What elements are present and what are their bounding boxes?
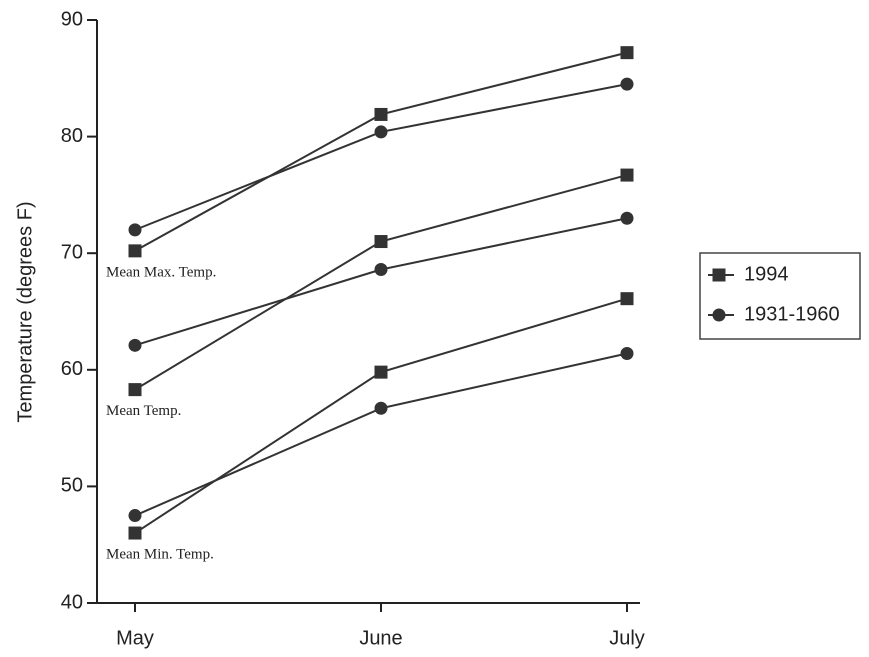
circle-marker [620, 211, 634, 225]
circle-marker [128, 509, 142, 523]
y-tick-label: 40 [61, 591, 83, 613]
series-line [134, 83, 628, 231]
circle-marker [374, 263, 388, 277]
square-marker [620, 292, 634, 306]
square-marker [128, 244, 142, 258]
square-marker [620, 46, 634, 60]
x-tick-label: June [359, 627, 402, 649]
annotation: Mean Temp. [106, 403, 181, 419]
circle-marker [620, 346, 634, 360]
series-line [134, 51, 628, 252]
annotation: Mean Min. Temp. [106, 546, 214, 562]
legend-label: 1994 [744, 263, 789, 285]
y-tick-label: 60 [61, 358, 83, 380]
series-line [134, 174, 628, 391]
circle-marker [128, 338, 142, 352]
x-tick-label: July [609, 627, 645, 649]
square-marker [712, 268, 726, 282]
y-axis-label: Temperature (degrees F) [14, 201, 36, 422]
y-tick-label: 50 [61, 475, 83, 497]
square-marker [128, 526, 142, 540]
circle-marker [712, 308, 726, 322]
square-marker [374, 365, 388, 379]
legend-label: 1931-1960 [744, 303, 840, 325]
square-marker [128, 383, 142, 397]
square-marker [374, 107, 388, 121]
legend-box [699, 252, 861, 340]
y-tick-label: 70 [61, 241, 83, 263]
y-tick-label: 90 [61, 8, 83, 30]
circle-marker [620, 77, 634, 91]
series-line [134, 297, 628, 534]
annotation: Mean Max. Temp. [106, 264, 216, 280]
y-tick-label: 80 [61, 125, 83, 147]
circle-marker [128, 223, 142, 237]
circle-marker [374, 125, 388, 139]
x-tick-label: May [116, 627, 154, 649]
square-marker [374, 235, 388, 249]
circle-marker [374, 401, 388, 415]
square-marker [620, 168, 634, 182]
